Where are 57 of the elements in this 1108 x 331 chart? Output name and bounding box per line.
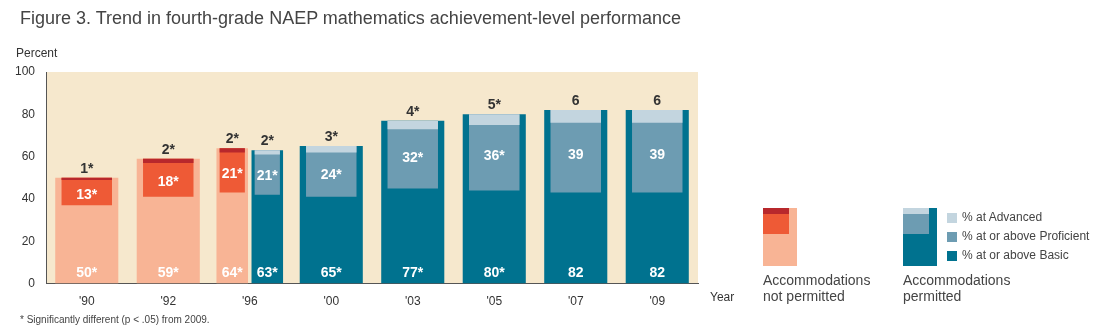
data-label: 39: [649, 146, 666, 163]
x-tick-label: '05: [486, 294, 503, 309]
data-label: 1*: [80, 159, 94, 176]
y-tick-label: 0: [28, 275, 36, 290]
x-tick-label: '00: [323, 294, 340, 309]
bar: [387, 120, 438, 130]
bar: [550, 110, 601, 123]
x-tick-label: '96: [241, 294, 258, 309]
data-label: 63*: [256, 264, 279, 281]
data-label: 13*: [76, 186, 98, 203]
text: * Significantly different (p < .05) from 2009.: [20, 314, 210, 325]
y-tick-label: 80: [21, 106, 36, 121]
x-tick-label: '07: [567, 294, 584, 309]
data-label: 5*: [487, 96, 502, 113]
bar: [143, 158, 194, 163]
text: Accommodations permitted: [903, 272, 1012, 304]
bar: [61, 177, 112, 180]
bar: [469, 114, 520, 125]
bar: [306, 146, 357, 153]
y-tick-label: 60: [21, 148, 36, 163]
x-axis-title: Year: [710, 289, 735, 304]
y-tick-label: 20: [21, 233, 36, 248]
data-label: 82: [567, 264, 584, 281]
x-tick-label: '09: [649, 294, 666, 309]
data-label: 2*: [161, 140, 176, 157]
data-label: 77*: [402, 264, 424, 281]
bar: [632, 110, 683, 123]
text: Accommodations not permitted: [763, 272, 872, 304]
data-label: 36*: [483, 147, 506, 164]
data-label: 59*: [157, 264, 180, 281]
data-label: 4*: [406, 102, 420, 119]
x-tick-label: '92: [160, 294, 177, 309]
data-label: 82: [649, 264, 666, 281]
data-label: 6: [571, 91, 580, 108]
data-label: 18*: [157, 172, 180, 189]
data-label: 2*: [225, 130, 240, 147]
data-label: 3*: [324, 127, 339, 144]
y-tick-label: 100: [14, 64, 36, 79]
data-label: 32*: [402, 149, 424, 166]
y-tick-label: 40: [21, 191, 36, 206]
chart-title: Figure 3. Trend in fourth-grade NAEP mathematics achievement-level performance: [20, 8, 681, 29]
data-label: 50*: [76, 264, 98, 281]
data-label: 80*: [483, 264, 506, 281]
data-label: 6: [653, 91, 662, 108]
legend-label: % at or above Basic: [962, 247, 1069, 264]
data-label: 2*: [260, 132, 275, 149]
x-tick-label: '03: [404, 294, 421, 309]
legend-label: % at Advanced: [962, 209, 1043, 226]
data-label: 64*: [221, 264, 244, 281]
data-label: 65*: [320, 264, 343, 281]
data-label: 21*: [221, 165, 244, 182]
y-axis-title: Percent: [16, 46, 59, 61]
x-tick-label: '90: [78, 294, 95, 309]
data-label: 24*: [320, 166, 343, 183]
data-label: 21*: [256, 167, 279, 184]
data-label: 39: [567, 146, 584, 163]
legend-label: % at or above Proficient: [962, 228, 1090, 245]
